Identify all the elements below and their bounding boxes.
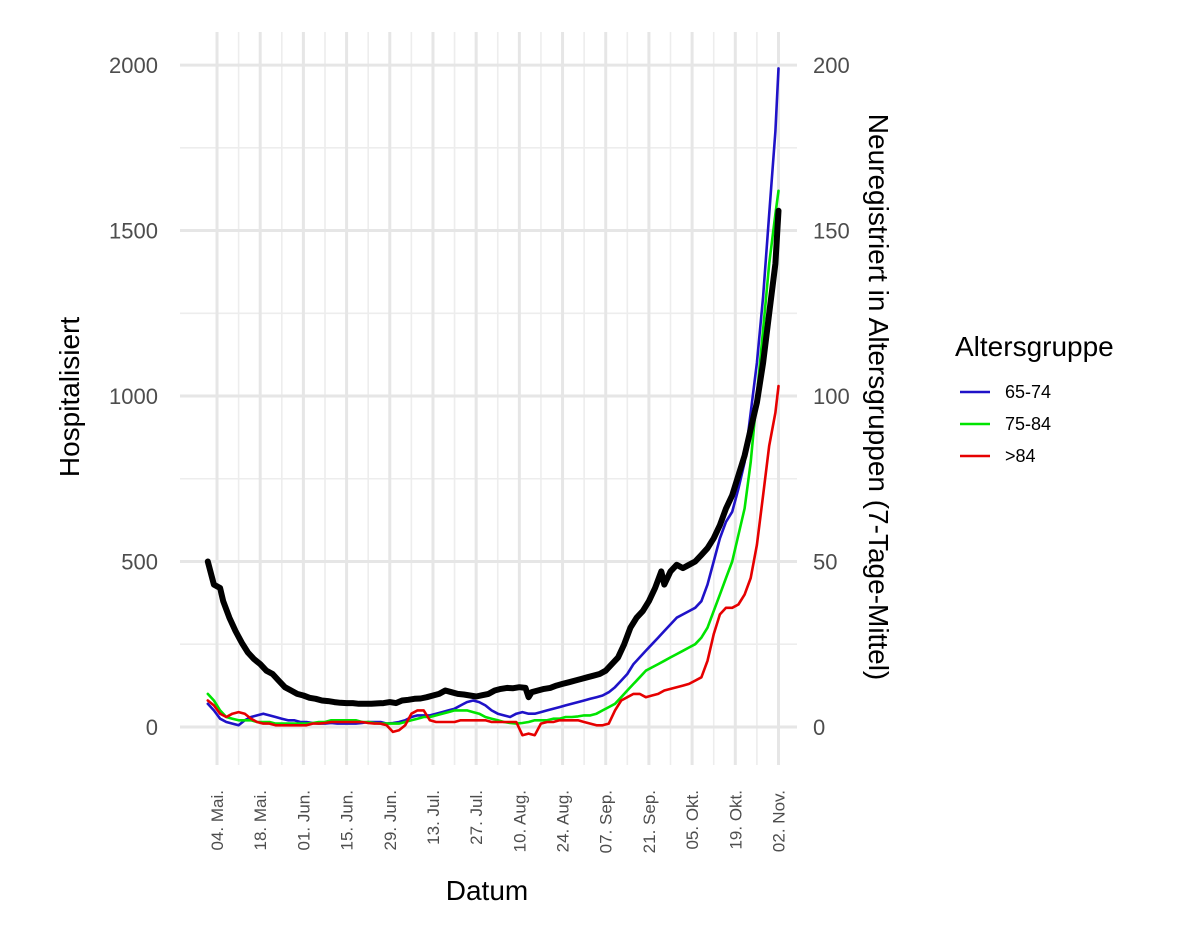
y-tick-label-right: 50 [813,549,837,574]
x-tick-label: 29. Jun. [381,790,400,851]
grid-major [180,32,797,765]
legend-label: >84 [1005,446,1036,466]
series-line-65-74 [206,67,780,727]
grid-minor [180,32,797,765]
y-tick-label-left: 500 [121,549,158,574]
y-axis-right-title: Neuregistriert in Altersgruppen (7-Tage-… [863,114,894,680]
x-tick-label: 13. Jul. [424,790,443,845]
y-axis-right-ticks: 0 50 100 150 200 [813,53,850,740]
legend: Altersgruppe 65-74 75-84 >84 [955,331,1114,466]
series-layer [204,67,782,737]
x-tick-label: 05. Okt. [683,790,702,850]
legend-title: Altersgruppe [955,331,1114,362]
x-tick-label: 19. Okt. [726,790,745,850]
y-tick-label-right: 100 [813,384,850,409]
legend-label: 75-84 [1005,414,1051,434]
y-axis-left-ticks: 0 500 1000 1500 2000 [109,53,158,740]
y-tick-label-right: 0 [813,715,825,740]
y-tick-label-left: 2000 [109,53,158,78]
y-tick-label-left: 1000 [109,384,158,409]
x-tick-label: 18. Mai. [251,790,270,850]
y-tick-label-left: 0 [146,715,158,740]
x-tick-label: 21. Sep. [640,790,659,853]
series-line-75-84 [206,189,780,725]
y-tick-label-right: 150 [813,219,850,244]
y-tick-label-left: 1500 [109,219,158,244]
series-line-hospitalisiert [204,207,782,707]
x-tick-label: 02. Nov. [769,790,788,852]
x-tick-label: 15. Jun. [338,790,357,851]
series-line--84 [206,384,780,737]
x-axis-ticks: 04. Mai. 18. Mai. 01. Jun. 15. Jun. 29. Jun.… [208,790,788,853]
legend-label: 65-74 [1005,382,1051,402]
y-tick-label-right: 200 [813,53,850,78]
x-tick-label: 01. Jun. [294,790,313,851]
x-axis-title: Datum [446,875,528,906]
x-tick-label: 10. Aug. [510,790,529,852]
y-axis-left-title: Hospitalisiert [54,317,85,477]
x-tick-label: 07. Sep. [597,790,616,853]
x-tick-label: 24. Aug. [554,790,573,852]
x-tick-label: 04. Mai. [208,790,227,850]
x-tick-label: 27. Jul. [467,790,486,845]
